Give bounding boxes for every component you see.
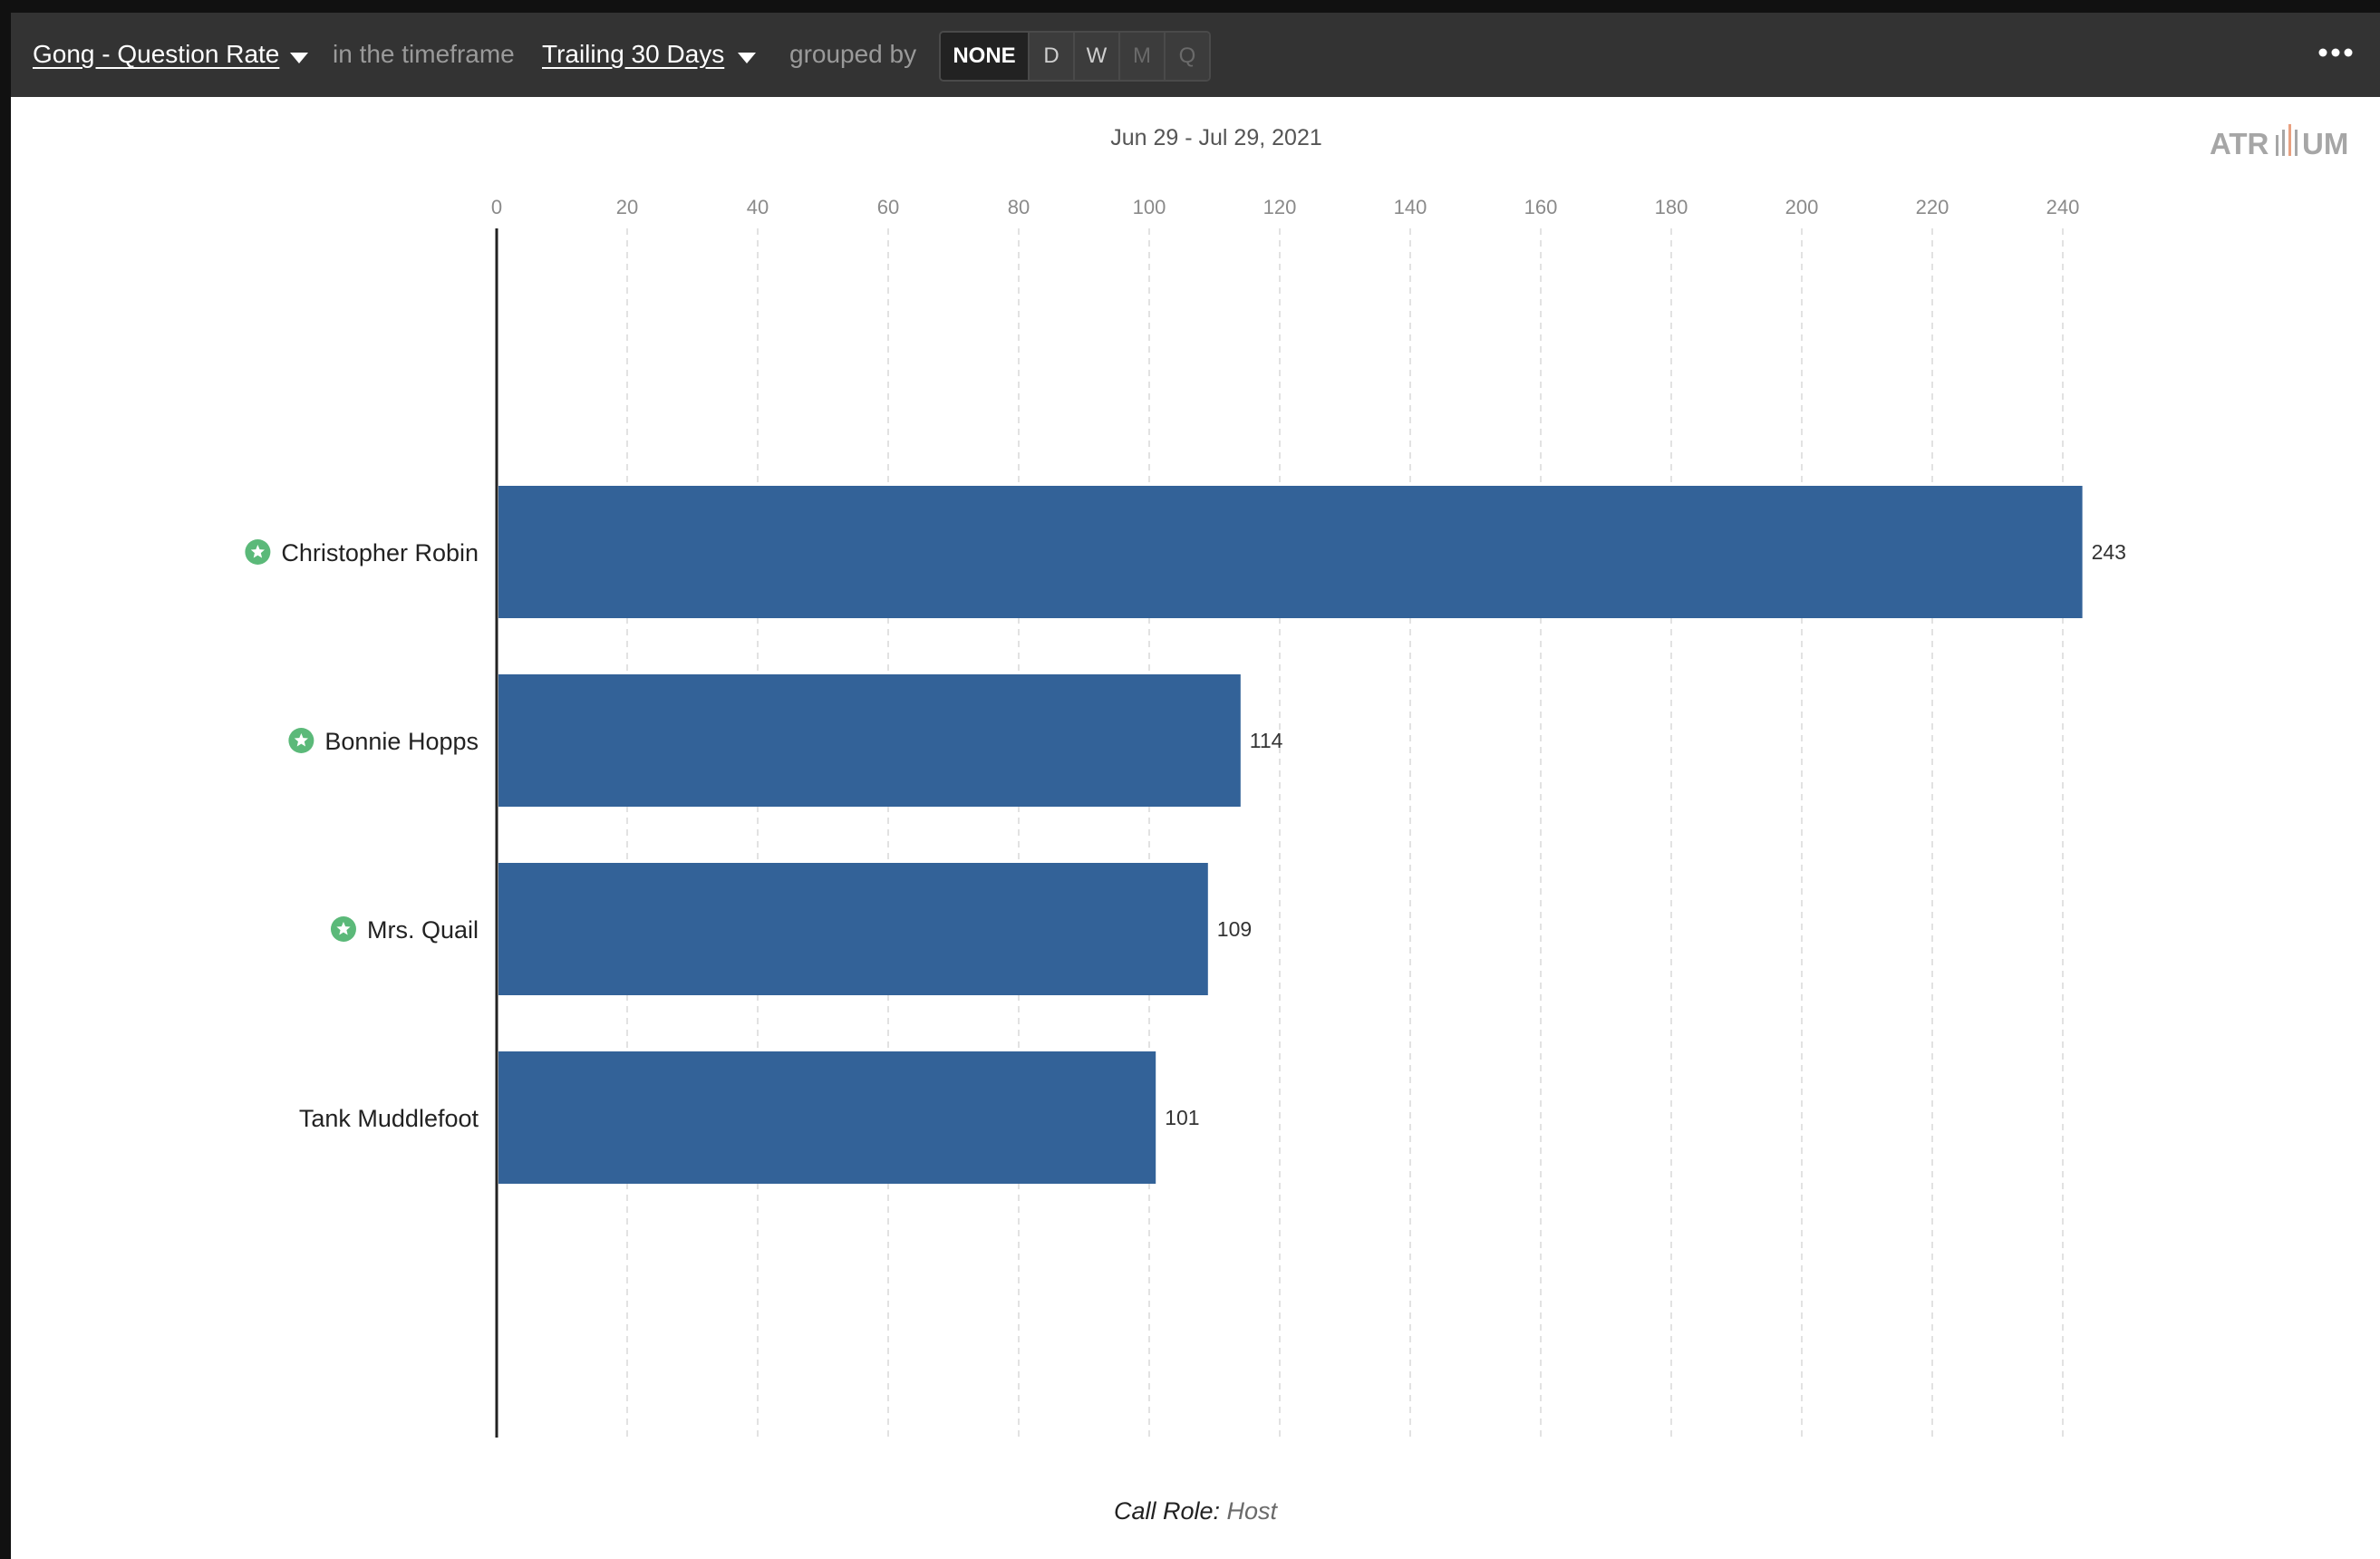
timeframe-prefix-label: in the timeframe — [333, 40, 515, 68]
svg-text:ATR: ATR — [2210, 127, 2269, 160]
grouped-by-label: grouped by — [789, 40, 917, 68]
timeframe-selector[interactable]: Trailing 30 Days — [542, 40, 725, 68]
chart-panel: Gong - Question Rate in the timeframe Tr… — [11, 13, 2380, 1559]
metric-dropdown-caret-icon[interactable] — [290, 53, 308, 63]
x-tick-label: 120 — [1263, 196, 1297, 218]
metric-selector[interactable]: Gong - Question Rate — [33, 40, 280, 68]
atrium-logo: ATR UM — [2210, 124, 2348, 160]
bar[interactable] — [498, 863, 1208, 995]
group-month-button[interactable]: M — [1120, 33, 1166, 80]
star-badge-icon — [330, 916, 356, 942]
call-role-filter-note: Call Role: Host — [917, 1497, 1474, 1525]
bars: 243 114 109 101 — [498, 486, 2126, 1184]
bar[interactable] — [498, 674, 1241, 807]
grouping-button-group: NONE D W M Q — [939, 31, 1211, 82]
bar[interactable] — [498, 1051, 1156, 1184]
x-tick-label: 100 — [1133, 196, 1166, 218]
call-role-label: Call Role: — [1113, 1497, 1220, 1525]
bar-chart: 0 20 40 60 80 100 120 140 160 180 200 220 240 243 114… — [245, 196, 2126, 1438]
x-tick-label: 20 — [616, 196, 638, 218]
category-label: Bonnie Hopps — [324, 728, 479, 755]
call-role-value: Host — [1226, 1497, 1278, 1525]
bar-value-label: 114 — [1250, 729, 1283, 752]
date-range-label: Jun 29 - Jul 29, 2021 — [1110, 125, 1322, 150]
category-labels: Christopher Robin Bonnie Hopps Mrs. Quail T… — [245, 539, 479, 1132]
star-badge-icon — [245, 539, 271, 565]
category-label: Tank Muddlefoot — [299, 1105, 479, 1132]
x-tick-label: 220 — [1916, 196, 1949, 218]
bar-value-label: 243 — [2092, 540, 2126, 564]
bar-value-label: 101 — [1165, 1106, 1199, 1129]
gridlines — [626, 228, 2064, 1438]
x-tick-label: 160 — [1524, 196, 1558, 218]
timeframe-dropdown-caret-icon[interactable] — [738, 53, 756, 63]
category-label: Mrs. Quail — [367, 916, 479, 944]
star-badge-icon — [288, 728, 314, 753]
group-none-button[interactable]: NONE — [941, 33, 1030, 80]
category-label: Christopher Robin — [281, 539, 479, 566]
x-tick-label: 40 — [747, 196, 769, 218]
group-week-button[interactable]: W — [1075, 33, 1120, 80]
x-tick-label: 240 — [2046, 196, 2080, 218]
x-tick-label: 60 — [877, 196, 899, 218]
x-tick-label: 80 — [1008, 196, 1030, 218]
x-tick-label: 140 — [1394, 196, 1427, 218]
group-quarter-button[interactable]: Q — [1166, 33, 1209, 80]
x-tick-label: 180 — [1655, 196, 1688, 218]
chart-toolbar: Gong - Question Rate in the timeframe Tr… — [11, 13, 2380, 97]
x-axis-ticks: 0 20 40 60 80 100 120 140 160 180 200 220 240 — [491, 196, 2079, 218]
bar[interactable] — [498, 486, 2083, 618]
more-options-icon[interactable] — [2313, 34, 2358, 71]
group-day-button[interactable]: D — [1030, 33, 1075, 80]
x-tick-label: 200 — [1785, 196, 1819, 218]
svg-text:UM: UM — [2302, 127, 2348, 160]
bar-value-label: 109 — [1217, 917, 1252, 941]
x-tick-label: 0 — [491, 196, 502, 218]
